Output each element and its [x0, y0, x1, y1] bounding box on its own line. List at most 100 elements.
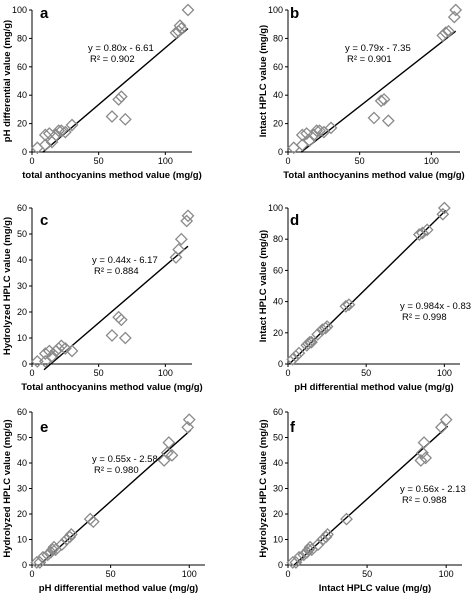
y-tick-label: 0 [278, 359, 283, 369]
x-axis-title-b: Total anthocyanins method value (mg/g) [283, 170, 464, 181]
x-tick-label: 50 [106, 569, 116, 579]
trendline-d [289, 209, 447, 365]
data-point [305, 335, 318, 349]
data-point [36, 550, 50, 564]
x-tick-label: 50 [355, 156, 365, 166]
data-point [181, 420, 195, 434]
y-tick-label: 30 [273, 484, 283, 494]
trendline-e [37, 429, 192, 567]
data-point [367, 111, 381, 125]
x-tick-label: 100 [437, 368, 452, 378]
y-tick-label: 100 [268, 203, 283, 213]
data-point [54, 124, 68, 138]
data-point [118, 112, 132, 126]
data-point [60, 533, 74, 546]
y-tick-label: 80 [273, 33, 283, 43]
y-axis-title-d: Intact HPLC value (mg/g) [258, 230, 269, 342]
y-tick-label: 20 [273, 119, 283, 129]
x-tick-label: 50 [361, 368, 371, 378]
y-tick-label: 20 [17, 307, 27, 317]
data-point [419, 451, 433, 465]
data-point [38, 128, 52, 142]
y-tick-label: 30 [17, 281, 27, 291]
data-point [374, 94, 388, 108]
data-point [311, 327, 325, 341]
y-tick-label: 0 [278, 560, 283, 570]
x-tick-label: 50 [94, 156, 104, 166]
data-point [64, 527, 78, 541]
regression-equation-d: y = 0.984x - 0.83 [400, 301, 471, 312]
data-point [416, 446, 429, 460]
x-tick-label: 100 [439, 569, 454, 579]
data-point [181, 3, 195, 17]
data-point [316, 533, 330, 546]
x-tick-label: 0 [29, 569, 34, 579]
data-point [289, 556, 303, 569]
data-point [439, 26, 453, 40]
data-point [162, 436, 176, 450]
data-point [340, 512, 353, 526]
y-tick-label: 20 [17, 119, 27, 129]
x-tick-label: 50 [362, 569, 372, 579]
y-tick-label: 40 [273, 297, 283, 307]
data-point [286, 352, 300, 366]
y-tick-label: 40 [273, 458, 283, 468]
x-tick-label: 0 [285, 156, 290, 166]
data-point [165, 448, 179, 462]
data-point [313, 124, 326, 138]
data-point [86, 515, 100, 529]
y-tick-label: 50 [273, 433, 283, 443]
data-point [182, 413, 196, 427]
r-squared-f: R² = 0.988 [402, 495, 447, 506]
y-tick-label: 30 [17, 484, 27, 494]
y-tick-label: 80 [273, 234, 283, 244]
data-point [342, 298, 356, 312]
panel-label-b: b [290, 5, 299, 22]
data-point [339, 299, 353, 313]
y-tick-label: 60 [273, 62, 283, 72]
data-point [307, 128, 321, 142]
data-point [324, 121, 338, 135]
panel-label-e: e [40, 419, 48, 436]
y-tick-label: 100 [268, 5, 283, 15]
r-squared-d: R² = 0.998 [402, 312, 447, 323]
panel-label-c: c [40, 212, 48, 229]
regression-equation-c: y = 0.44x - 6.17 [92, 255, 158, 266]
x-tick-label: 50 [94, 368, 104, 378]
regression-equation-b: y = 0.79x - 7.35 [345, 43, 411, 54]
data-point [114, 313, 128, 327]
y-tick-label: 20 [273, 509, 283, 519]
data-point [417, 436, 431, 450]
x-tick-label: 0 [29, 368, 34, 378]
data-point [412, 228, 426, 241]
y-tick-label: 0 [22, 560, 27, 570]
data-point [30, 354, 44, 368]
data-point [297, 548, 311, 562]
data-point [303, 335, 317, 349]
data-point [320, 320, 334, 333]
y-tick-label: 60 [17, 203, 27, 213]
x-tick-label: 100 [424, 156, 439, 166]
y-axis-title-b: Intact HPLC value (mg/g) [258, 25, 269, 137]
y-tick-label: 0 [22, 359, 27, 369]
data-point [436, 29, 450, 42]
y-tick-label: 10 [273, 535, 283, 545]
data-point [174, 232, 188, 246]
data-point [114, 90, 128, 104]
data-point [292, 346, 306, 360]
y-tick-label: 100 [12, 5, 27, 15]
data-point [181, 209, 195, 223]
data-point [173, 19, 187, 33]
data-point [289, 349, 303, 363]
data-point [381, 114, 395, 128]
trendline-b [300, 30, 457, 153]
x-tick-label: 0 [285, 569, 290, 579]
data-point [377, 93, 391, 106]
x-axis-title-c: Total anthocyanins method value (mg/g) [21, 382, 202, 393]
data-point [315, 323, 329, 337]
